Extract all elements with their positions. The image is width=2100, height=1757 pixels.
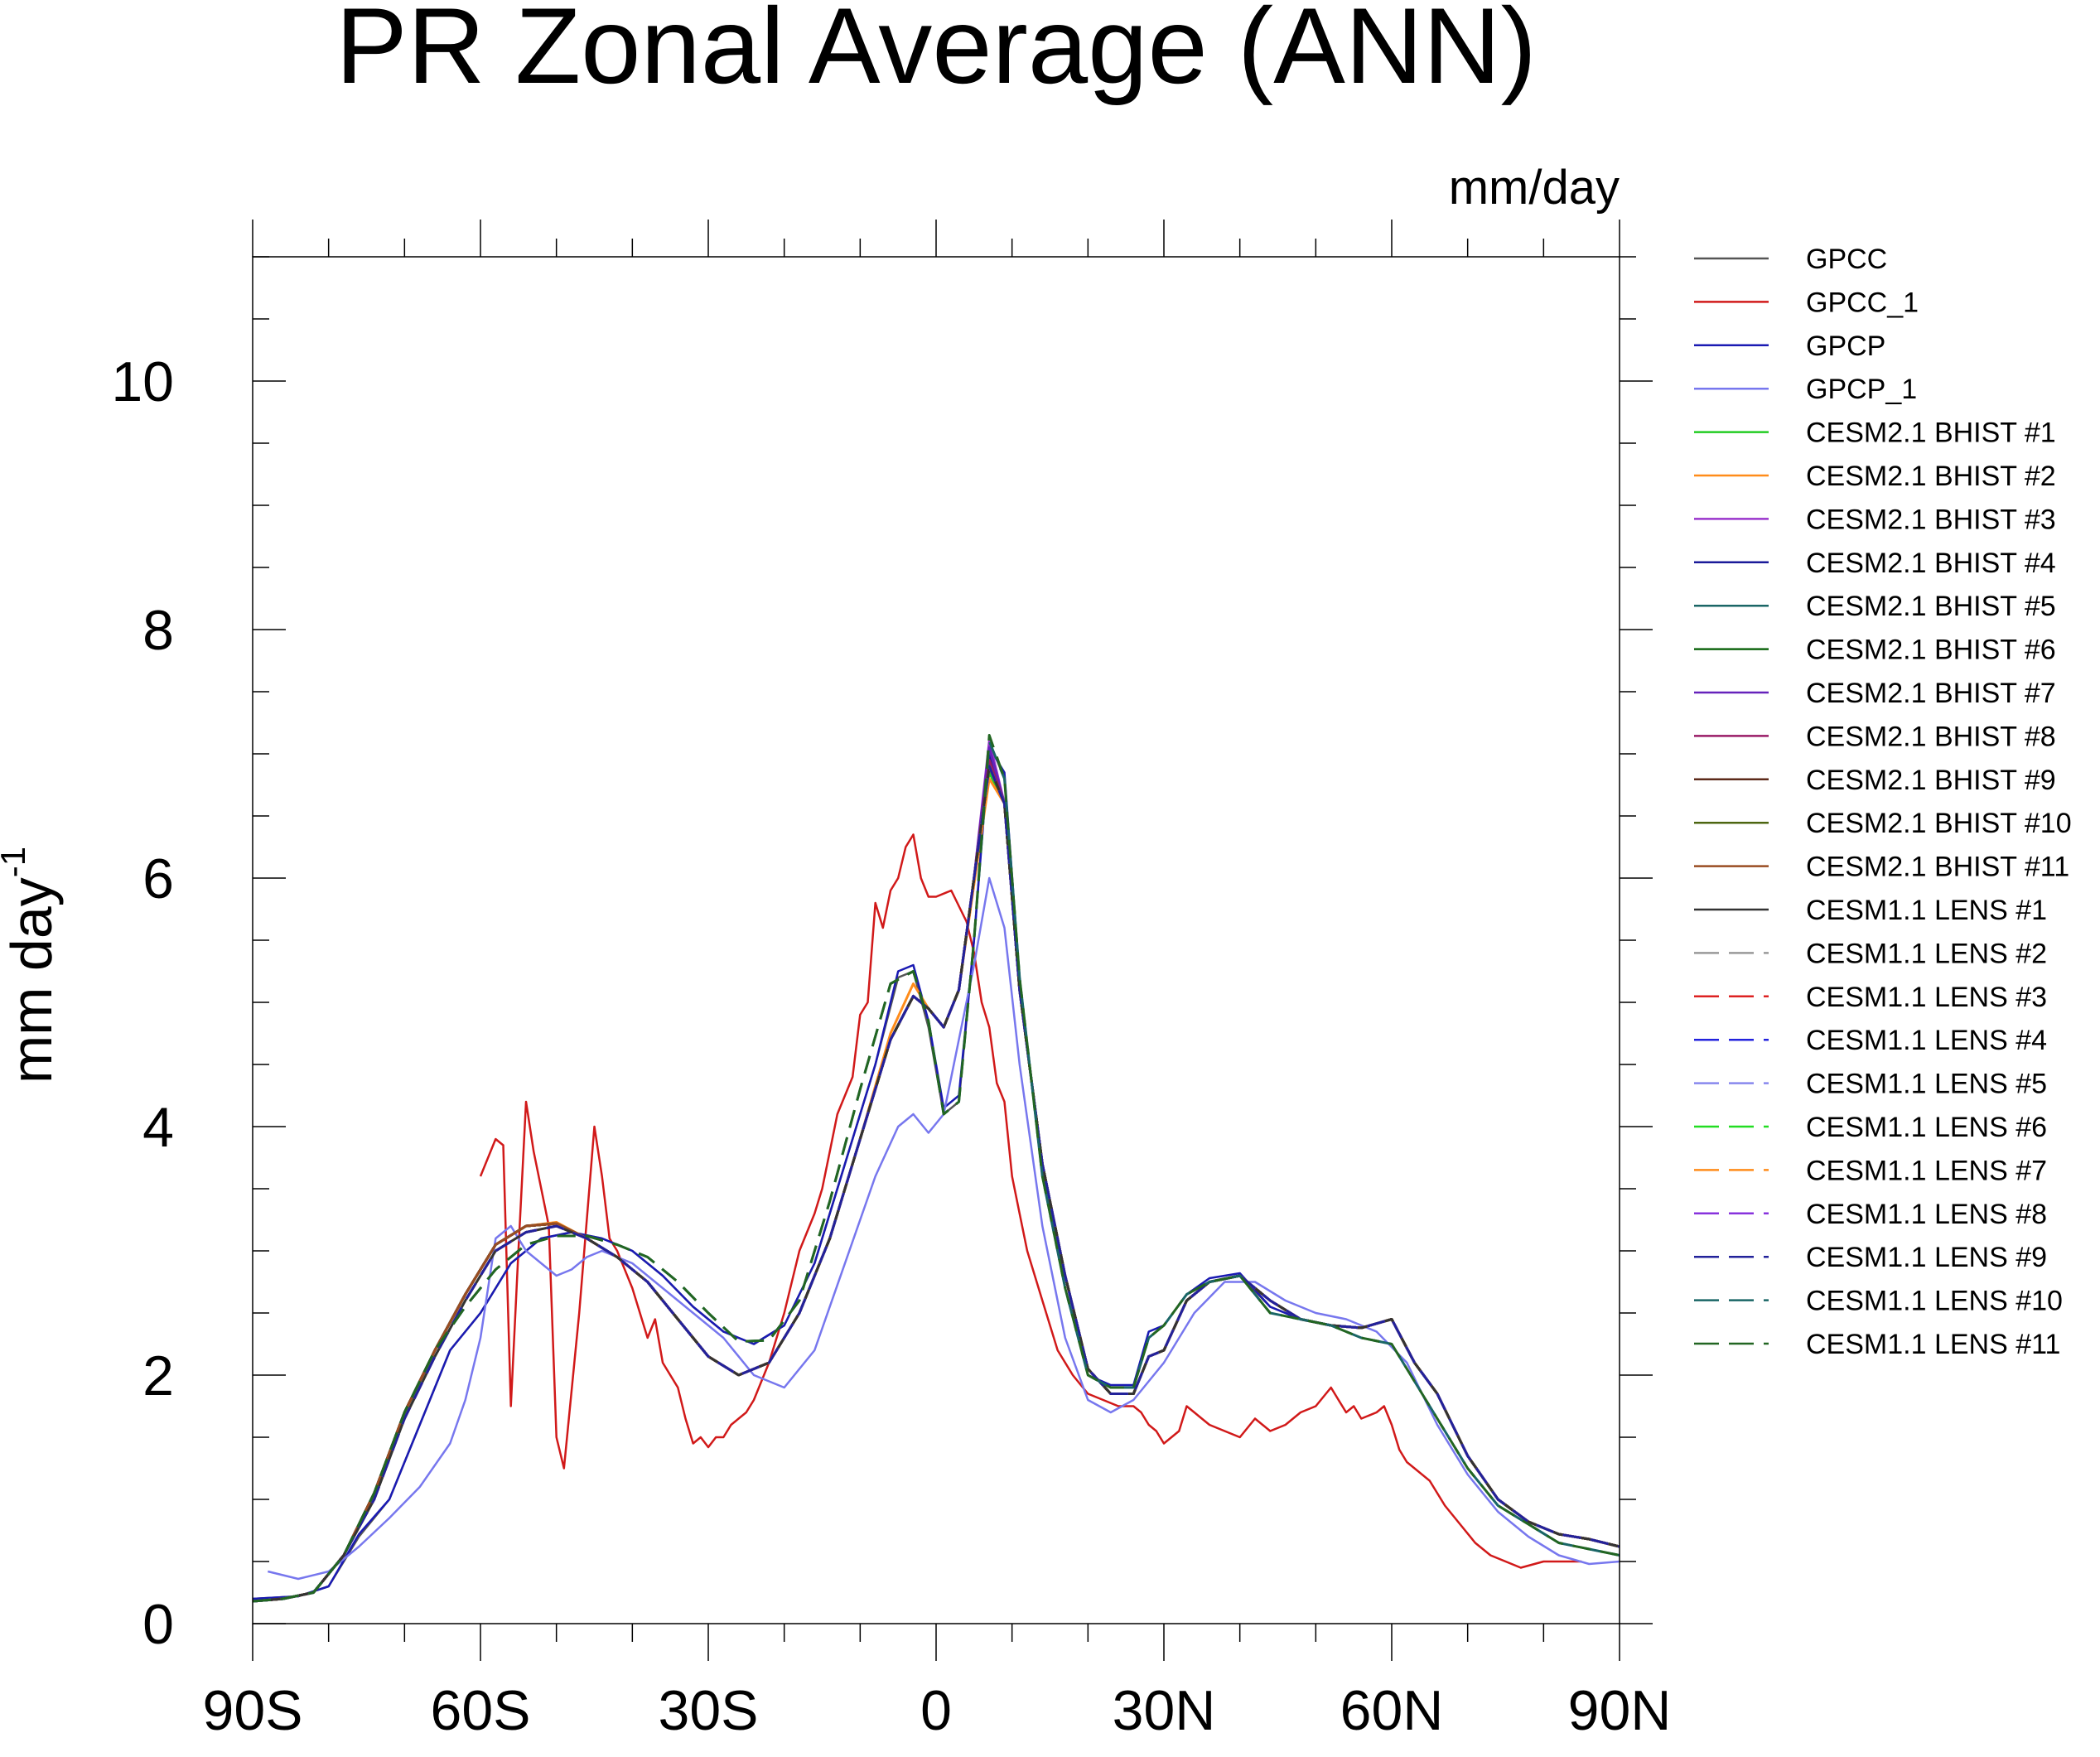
series-line-cesm1-1-lens-2	[252, 765, 1620, 1603]
series-line-gpcc-1	[479, 833, 1582, 1569]
legend-label: CESM2.1 BHIST #4	[1806, 548, 2056, 579]
series-line-cesm2-1-bhist-4	[252, 752, 1620, 1603]
series-line-cesm1-1-lens-8	[252, 765, 1620, 1603]
y-tick-label: 0	[142, 1593, 174, 1656]
legend-label: CESM1.1 LENS #6	[1806, 1112, 2047, 1143]
y-tick-label: 8	[142, 599, 174, 662]
axis-tick-labels: 90S 60S 30S 0 30N 60N 90N 0 2 4 6 8 10	[111, 350, 1671, 1742]
series-line-cesm1-1-lens-1	[252, 765, 1620, 1603]
series-line-cesm2-1-bhist-10	[252, 765, 1620, 1603]
series-line-cesm2-1-bhist-7	[252, 746, 1620, 1603]
series-line-cesm1-1-lens-5	[252, 765, 1620, 1603]
series-line-cesm1-1-lens-10	[252, 740, 1620, 1603]
legend-label: CESM2.1 BHIST #9	[1806, 765, 2056, 796]
legend-label: CESM1.1 LENS #1	[1806, 895, 2047, 926]
y-axis-label-superscript: -1	[0, 847, 32, 877]
legend-label: GPCC	[1806, 244, 1887, 275]
legend-label: CESM1.1 LENS #7	[1806, 1155, 2047, 1186]
series-line-cesm2-1-bhist-5	[252, 765, 1620, 1603]
legend-label: CESM2.1 BHIST #5	[1806, 591, 2056, 622]
legend-label: CESM2.1 BHIST #8	[1806, 721, 2056, 752]
y-tick-label: 10	[111, 350, 174, 413]
legend-label: CESM2.1 BHIST #6	[1806, 635, 2056, 666]
x-tick-label: 30N	[1113, 1679, 1216, 1742]
svg-text:mm day-1: mm day-1	[0, 847, 64, 1084]
chart-title: PR Zonal Average (ANN)	[336, 0, 1537, 106]
series-line-cesm2-1-bhist-6	[252, 759, 1620, 1603]
legend-label: CESM2.1 BHIST #3	[1806, 504, 2056, 535]
series-line-cesm1-1-lens-6	[252, 765, 1620, 1603]
series-line-cesm1-1-lens-3	[252, 765, 1620, 1603]
data-series	[252, 734, 1620, 1603]
y-tick-label: 4	[142, 1096, 174, 1159]
legend-label: GPCP	[1806, 331, 1885, 362]
y-tick-label: 2	[142, 1344, 174, 1407]
series-line-gpcc	[252, 740, 1620, 1600]
units-label: mm/day	[1449, 161, 1620, 215]
legend-label: CESM2.1 BHIST #10	[1806, 808, 2072, 839]
series-line-cesm1-1-lens-4	[252, 765, 1620, 1603]
y-tick-label: 6	[142, 847, 174, 910]
series-line-cesm1-1-lens-9	[252, 765, 1620, 1603]
legend-label: CESM2.1 BHIST #11	[1806, 852, 2069, 883]
plot-frame	[252, 256, 1620, 1624]
legend-label: CESM1.1 LENS #5	[1806, 1069, 2047, 1100]
legend-label: CESM1.1 LENS #8	[1806, 1199, 2047, 1230]
x-tick-label: 60N	[1340, 1679, 1444, 1742]
legend-label: CESM1.1 LENS #3	[1806, 982, 2047, 1013]
legend-label: CESM1.1 LENS #2	[1806, 938, 2047, 969]
legend-label: GPCC_1	[1806, 287, 1919, 318]
series-line-cesm1-1-lens-7	[252, 765, 1620, 1603]
series-line-cesm1-1-lens-11	[252, 734, 1620, 1603]
series-line-gpcp	[252, 746, 1620, 1600]
series-line-cesm2-1-bhist-3	[252, 740, 1620, 1603]
x-tick-label: 30S	[659, 1679, 759, 1742]
legend-label: GPCP_1	[1806, 374, 1917, 405]
legend-label: CESM1.1 LENS #11	[1806, 1329, 2060, 1360]
x-tick-label: 60S	[431, 1679, 531, 1742]
y-axis-label: mm day-1	[0, 847, 64, 1084]
series-line-gpcp-1	[268, 876, 1620, 1581]
legend-label: CESM1.1 LENS #4	[1806, 1025, 2047, 1056]
legend-label: CESM2.1 BHIST #2	[1806, 461, 2056, 492]
x-tick-label: 90S	[203, 1679, 303, 1742]
legend-label: CESM2.1 BHIST #7	[1806, 678, 2056, 709]
legend-label: CESM1.1 LENS #10	[1806, 1286, 2063, 1317]
legend-label: CESM1.1 LENS #9	[1806, 1242, 2047, 1273]
series-line-cesm2-1-bhist-8	[252, 759, 1620, 1603]
x-tick-label: 0	[920, 1679, 952, 1742]
y-axis-label-text: mm day	[0, 877, 64, 1084]
tick-marks	[252, 220, 1653, 1661]
series-line-cesm2-1-bhist-11	[252, 765, 1620, 1603]
series-line-cesm2-1-bhist-9	[252, 765, 1620, 1603]
x-tick-label: 90N	[1568, 1679, 1672, 1742]
legend-label: CESM2.1 BHIST #1	[1806, 418, 2056, 449]
legend: GPCC GPCC_1 GPCP GPCP_1 CESM2.1 BHIST #1 CESM…	[1694, 244, 2072, 1360]
series-line-cesm2-1-bhist-2	[252, 777, 1620, 1603]
